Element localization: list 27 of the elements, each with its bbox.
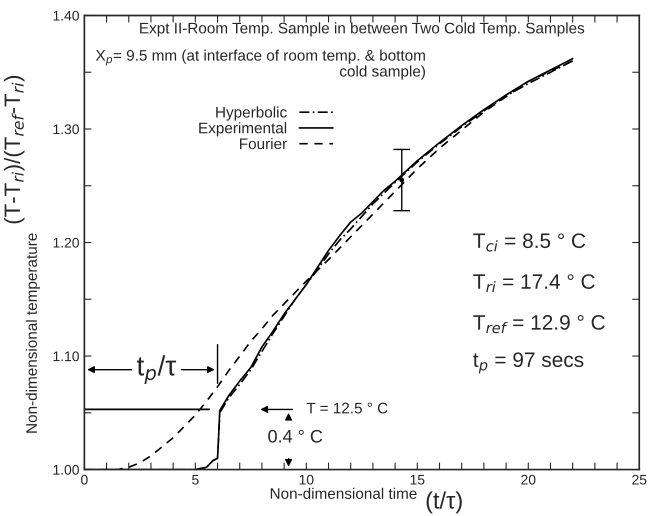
y-tick-label: 1.10 bbox=[54, 351, 79, 362]
y-axis-title: Non-dimensional temperature bbox=[26, 233, 40, 433]
y-tick-label: 1.00 bbox=[54, 464, 79, 475]
x-tick-label: 20 bbox=[521, 474, 536, 485]
x-tick-label: 0 bbox=[81, 474, 88, 485]
annotation: 0.4 ° C bbox=[268, 430, 322, 443]
annotation: T = 12.5 ° C bbox=[306, 402, 388, 414]
x-tick-label: 5 bbox=[192, 474, 199, 485]
annotation: t$_{p}$/τ bbox=[136, 355, 176, 384]
x-tick-label: 10 bbox=[300, 474, 314, 485]
annotation: Expt II-Room Temp. Sample in between Two Cold Temp. Samples bbox=[140, 22, 584, 37]
x-axis-title: Non-dimensional time bbox=[270, 488, 417, 499]
annotation: T$_{ci}$ = 8.5 ° C bbox=[473, 233, 586, 252]
legend-label: Experimental bbox=[199, 122, 286, 136]
annotation: X$_{p}$= 9.5 mm (at interface of room temp. & bottom cold sample) bbox=[96, 50, 425, 80]
y-tick-label: 1.40 bbox=[54, 10, 79, 21]
y-tick-label: 1.20 bbox=[54, 238, 79, 248]
text: (t/τ) bbox=[426, 491, 462, 514]
legend-label: Fourier bbox=[240, 138, 287, 150]
annotation: t$_{p}$ = 97 secs bbox=[473, 352, 584, 374]
annotation: T$_{ref}$ = 12.9 ° C bbox=[473, 315, 605, 334]
x-tick-label: 25 bbox=[632, 474, 646, 485]
legend-label: Hyperbolic bbox=[216, 106, 287, 121]
text: (T-T$_{ri}$)/(T$_{ref}$-T$_{ri}$) bbox=[4, 76, 25, 224]
x-tick-label: 15 bbox=[410, 474, 424, 485]
annotation: T$_{ri}$ = 17.4 ° C bbox=[473, 274, 595, 292]
y-tick-label: 1.30 bbox=[54, 124, 79, 134]
